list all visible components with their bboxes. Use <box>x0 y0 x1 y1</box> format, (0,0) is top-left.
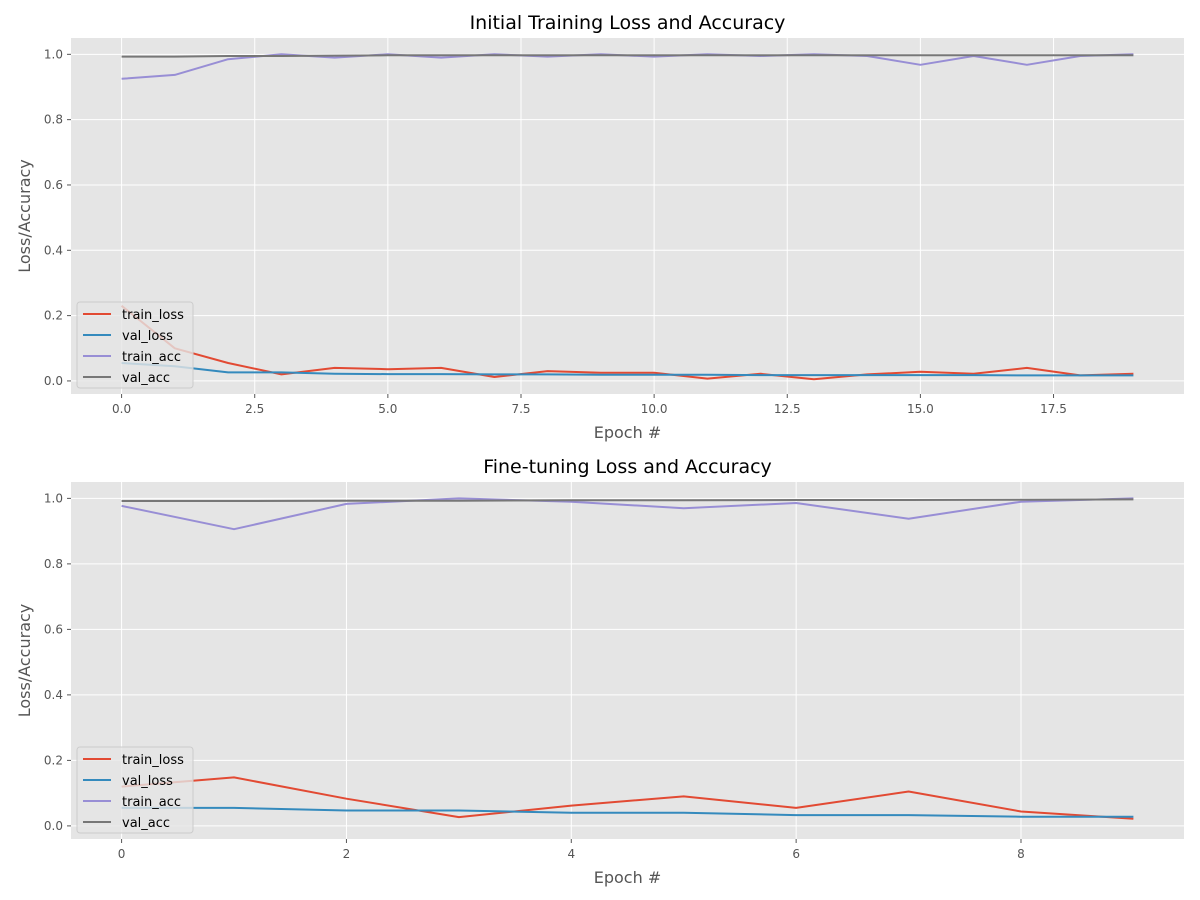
y-tick-label: 0.0 <box>44 819 63 833</box>
legend-entry: val_acc <box>122 371 170 386</box>
legend-entry: train_acc <box>122 350 181 365</box>
y-axis-label: Loss/Accuracy <box>15 604 34 718</box>
y-tick-label: 0.8 <box>44 557 63 571</box>
legend: train_loss val_loss train_acc val_acc <box>76 746 194 834</box>
x-tick-label: 10.0 <box>641 402 668 416</box>
legend-box <box>76 746 194 834</box>
plot-area <box>71 482 1184 839</box>
x-tick-label: 2 <box>343 847 351 861</box>
x-tick-label: 6 <box>792 847 800 861</box>
y-tick-label: 1.0 <box>44 47 63 61</box>
chart-panel-1: 0.0 0.2 0.4 0.6 0.8 1.0 0.0 2.5 5.0 7.5 10.0 12.5 15… <box>15 12 1184 442</box>
legend-entry: val_acc <box>122 816 170 831</box>
chart-title: Initial Training Loss and Accuracy <box>470 12 786 34</box>
legend-box <box>76 301 194 389</box>
x-tick-label: 0 <box>118 847 126 861</box>
legend-entry: train_loss <box>122 308 184 323</box>
chart-panel-2: 0.0 0.2 0.4 0.6 0.8 1.0 0 2 4 6 8 Fine-tuning Loss … <box>15 456 1184 887</box>
series-line-val-acc <box>121 54 1134 58</box>
legend-entry: train_loss <box>122 753 184 768</box>
x-tick-label: 7.5 <box>511 402 530 416</box>
y-tick-label: 1.0 <box>44 491 63 505</box>
legend-entry: val_loss <box>122 329 173 344</box>
legend: train_loss val_loss train_acc val_acc <box>76 301 194 389</box>
series-line-val-acc <box>121 498 1134 502</box>
x-axis-label: Epoch # <box>594 423 661 442</box>
series-line-train-loss <box>121 776 1134 820</box>
y-tick-label: 0.2 <box>44 309 63 323</box>
series-line-train-acc <box>121 497 1134 531</box>
y-tick-label: 0.8 <box>44 113 63 127</box>
legend-entry: val_loss <box>122 774 173 789</box>
x-tick-label: 15.0 <box>907 402 934 416</box>
y-tick-label: 0.2 <box>44 753 63 767</box>
x-tick-label: 8 <box>1017 847 1025 861</box>
y-tick-label: 0.0 <box>44 374 63 388</box>
plot-area <box>71 38 1184 394</box>
x-tick-label: 12.5 <box>774 402 801 416</box>
x-tick-label: 4 <box>567 847 575 861</box>
y-tick-label: 0.4 <box>44 243 63 257</box>
y-axis-label: Loss/Accuracy <box>15 159 34 273</box>
y-tick-label: 0.6 <box>44 622 63 636</box>
chart-title: Fine-tuning Loss and Accuracy <box>483 456 772 478</box>
x-tick-label: 5.0 <box>378 402 397 416</box>
y-tick-label: 0.4 <box>44 688 63 702</box>
series-line-val-loss <box>121 806 1134 818</box>
series-line-val-loss <box>121 362 1134 377</box>
x-axis-label: Epoch # <box>594 868 661 887</box>
x-tick-label: 0.0 <box>112 402 131 416</box>
x-tick-label: 2.5 <box>245 402 264 416</box>
y-tick-label: 0.6 <box>44 178 63 192</box>
x-tick-label: 17.5 <box>1040 402 1067 416</box>
legend-entry: train_acc <box>122 795 181 810</box>
